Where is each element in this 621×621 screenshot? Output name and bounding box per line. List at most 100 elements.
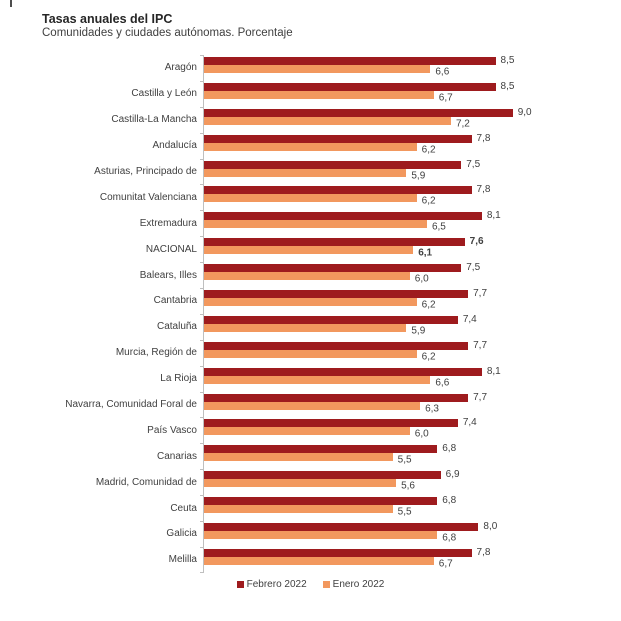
value-label: 6,9 <box>445 469 460 481</box>
chart-row: Madrid, Comunidad de 6,9 5,6 <box>42 469 602 496</box>
enero-bar-group: 5,9 <box>204 168 602 181</box>
febrero-bar <box>204 548 472 557</box>
febrero-bar <box>204 471 441 480</box>
value-label: 7,4 <box>462 417 477 429</box>
value-label: 5,9 <box>411 325 426 337</box>
bars-group: 7,8 6,2 <box>200 132 602 159</box>
enero-bar <box>204 272 410 281</box>
febrero-bar <box>204 186 472 195</box>
febrero-bar-group: 7,4 <box>204 314 602 324</box>
enero-bar <box>204 168 407 177</box>
enero-bar-group: 6,2 <box>204 349 602 362</box>
bars-group: 8,1 6,5 <box>200 210 602 237</box>
chart-row: Asturias, Principado de 7,5 5,9 <box>42 158 602 185</box>
bars-group: 7,5 6,0 <box>200 262 602 289</box>
category-label: Castilla-La Mancha <box>111 114 197 126</box>
enero-bar <box>204 479 397 488</box>
value-label: 7,7 <box>473 288 488 300</box>
chart-row: Extremadura 8,1 6,5 <box>42 210 602 237</box>
chart-row: País Vasco 7,4 6,0 <box>42 417 602 444</box>
enero-bar-group: 6,1 <box>204 246 602 258</box>
category-label: Cataluña <box>156 321 197 333</box>
category-label: Andalucía <box>152 140 197 152</box>
value-label: 7,8 <box>476 132 491 144</box>
value-label: 5,6 <box>401 480 415 492</box>
value-label: 8,0 <box>483 521 498 533</box>
enero-bar-group: 6,0 <box>204 427 602 439</box>
category-label: Aragón <box>164 62 197 74</box>
value-label: 6,2 <box>421 144 436 156</box>
value-label: 6,7 <box>438 558 453 570</box>
bars-group: 7,5 5,9 <box>200 158 602 185</box>
enero-bar <box>204 220 427 229</box>
value-label: 7,5 <box>466 262 481 274</box>
enero-bar <box>204 375 431 384</box>
chart-row: Cataluña 7,4 5,9 <box>42 313 602 340</box>
febrero-bar <box>204 264 462 273</box>
category-label: Comunitat Valenciana <box>99 191 197 203</box>
enero-bar-group: 6,6 <box>204 375 602 388</box>
febrero-bar-group: 8,5 <box>204 55 602 66</box>
enero-bar <box>204 427 410 436</box>
legend-label-enero: Enero 2022 <box>332 579 385 590</box>
bars-group: 7,6 6,1 <box>200 236 602 263</box>
febrero-bar <box>204 367 482 376</box>
enero-bar <box>204 349 417 358</box>
enero-bar <box>204 505 393 514</box>
category-label: La Rioja <box>160 373 197 385</box>
enero-bar-group: 6,8 <box>204 531 602 543</box>
febrero-bar-group: 7,8 <box>204 185 602 195</box>
febrero-bar <box>204 315 458 324</box>
value-label: 7,5 <box>466 158 481 170</box>
value-label: 6,0 <box>414 273 429 285</box>
bar-chart-plot-area: Aragón 8,5 6,6 Castilla y León 8,5 6,7 Castill… <box>42 55 602 573</box>
value-label: 6,6 <box>435 66 450 78</box>
enero-bar-group: 6,5 <box>204 220 602 232</box>
enero-bar-group: 6,0 <box>204 272 602 284</box>
bars-group: 6,8 5,5 <box>200 443 602 470</box>
value-label: 6,0 <box>414 428 429 440</box>
enero-bar-group: 5,9 <box>204 323 602 336</box>
febrero-bar-group: 6,8 <box>204 443 602 455</box>
value-label: 6,8 <box>442 443 457 455</box>
value-label: 6,6 <box>435 377 450 389</box>
value-label: 8,5 <box>500 55 515 66</box>
bars-group: 9,0 7,2 <box>200 106 602 133</box>
bars-group: 7,8 6,2 <box>200 184 602 211</box>
febrero-bar-group: 7,8 <box>204 547 602 557</box>
value-label: 6,2 <box>421 299 436 311</box>
febrero-bar-group: 8,1 <box>204 211 602 221</box>
chart-row: Castilla y León 8,5 6,7 <box>42 80 602 107</box>
chart-row: Galicia 8,0 6,8 <box>42 521 602 547</box>
enero-bar <box>204 246 414 255</box>
legend-label-febrero: Febrero 2022 <box>246 579 307 590</box>
chart-row: Melilla 7,8 6,7 <box>42 546 602 573</box>
chart-row: Ceuta 6,8 5,5 <box>42 495 602 522</box>
value-label: 6,8 <box>442 532 457 544</box>
value-label: 6,7 <box>438 92 453 104</box>
legend-item-enero: Enero 2022 <box>322 579 385 590</box>
enero-bar-group: 5,5 <box>204 453 602 465</box>
value-label: 6,2 <box>421 195 436 207</box>
febrero-bar <box>204 134 472 143</box>
enero-bar <box>204 298 417 307</box>
category-label: Cantabria <box>153 295 197 307</box>
febrero-bar <box>204 497 438 506</box>
category-label: País Vasco <box>147 424 197 436</box>
category-label: Canarias <box>156 450 197 462</box>
febrero-bar-group: 8,0 <box>204 521 602 533</box>
chart-row: Andalucía 7,8 6,2 <box>42 132 602 159</box>
chart-title: Tasas anuales del IPC <box>42 12 173 26</box>
bars-group: 6,8 5,5 <box>200 495 602 522</box>
value-label: 9,0 <box>517 106 532 118</box>
febrero-bar-group: 9,0 <box>204 106 602 118</box>
chart-subtitle: Comunidades y ciudades autónomas. Porcen… <box>42 27 293 39</box>
enero-bar-group: 6,2 <box>204 142 602 155</box>
value-label: 7,7 <box>473 339 488 351</box>
chart-row: Navarra, Comunidad Foral de 7,7 6,3 <box>42 391 602 418</box>
chart-row: Murcia, Región de 7,7 6,2 <box>42 339 602 366</box>
enero-bar-group: 5,5 <box>204 505 602 517</box>
febrero-bar <box>204 212 482 221</box>
enero-bar-group: 6,7 <box>204 90 602 103</box>
